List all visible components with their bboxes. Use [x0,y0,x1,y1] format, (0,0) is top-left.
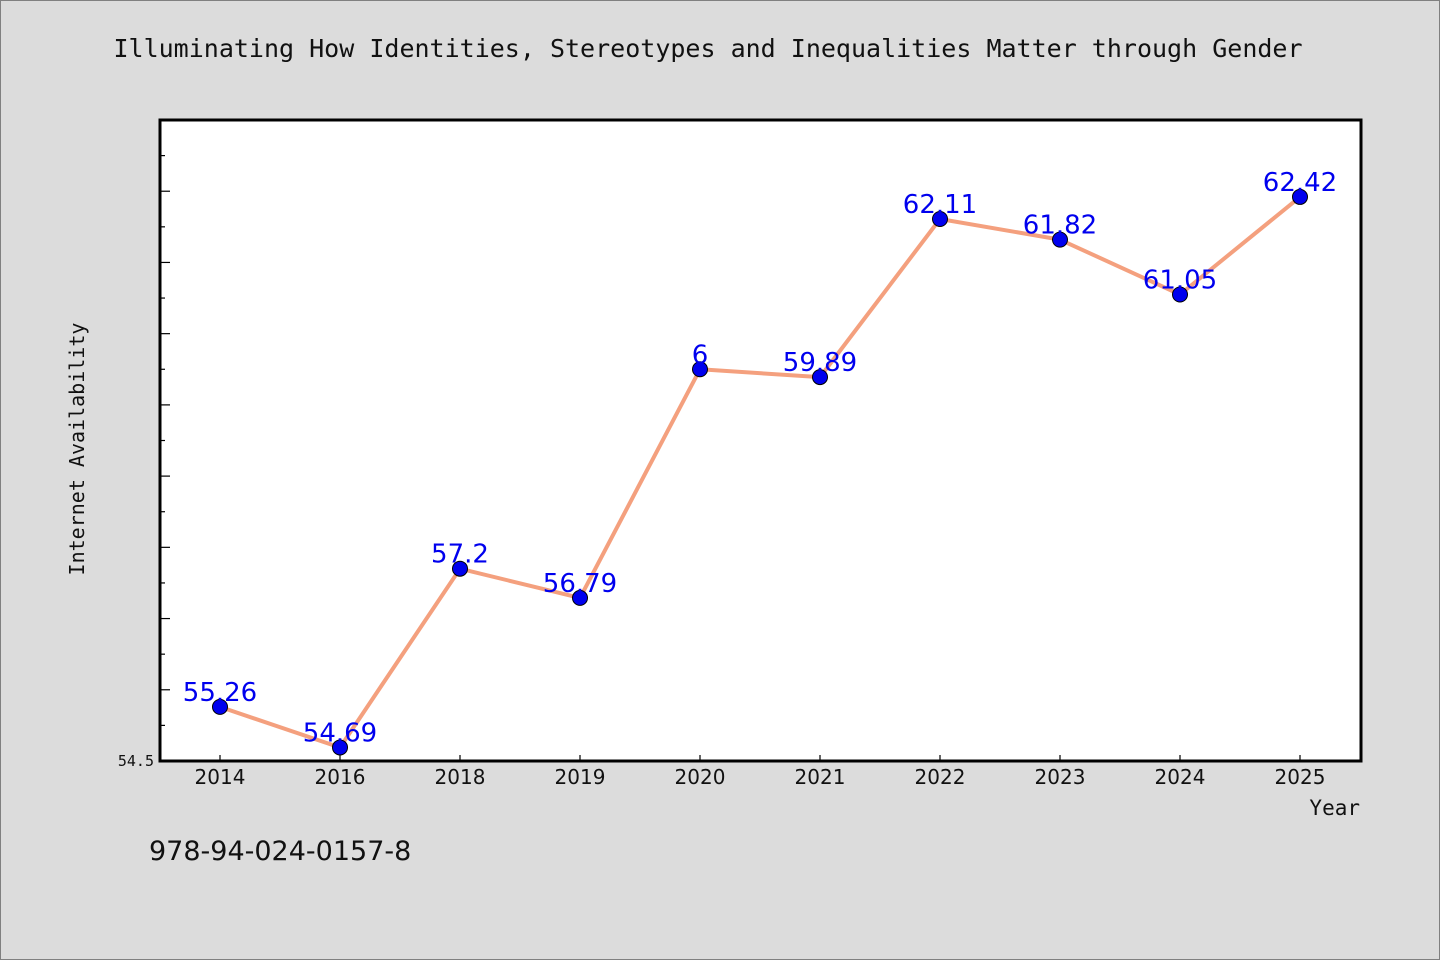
data-point [1292,188,1308,205]
data-label: 57.2 [431,540,489,570]
data-label: 59.89 [783,348,857,378]
x-tick-label: 2014 [195,765,246,789]
data-label: 6 [692,340,709,370]
data-label: 56.79 [543,569,617,599]
x-tick-label: 2024 [1155,765,1206,789]
data-point [572,589,588,606]
data-label: 55.26 [183,678,257,708]
y-axis-label: Internet Availability [65,322,89,576]
data-point [332,739,348,756]
series-line [218,194,1302,750]
x-tick-label: 2019 [555,765,606,789]
data-point [812,369,828,386]
isbn-caption: 978-94-024-0157-8 [149,836,412,867]
x-tick-label: 2016 [315,765,366,789]
data-label: 62.42 [1263,168,1337,198]
x-tick-label: 2023 [1035,765,1086,789]
x-tick-label: 2021 [795,765,846,789]
data-point [932,210,948,227]
data-label: 54.69 [303,718,377,748]
x-tick-label: 2020 [675,765,726,789]
data-label: 61.82 [1023,211,1097,241]
data-point [452,560,468,577]
data-point [212,698,228,715]
data-label: 61.05 [1143,265,1217,295]
data-label: 62.11 [903,190,977,220]
x-axis-label: Year [1309,796,1360,820]
plot-area [158,118,1363,763]
x-tick-label: 2018 [435,765,486,789]
y-tick-label: 54.5 [118,752,154,770]
data-point [1052,231,1068,248]
data-point [692,361,708,378]
x-tick-label: 2025 [1275,765,1326,789]
x-tick-label: 2022 [915,765,966,789]
data-point [1172,286,1188,303]
chart-title: Illuminating How Identities, Stereotypes… [113,34,1303,63]
